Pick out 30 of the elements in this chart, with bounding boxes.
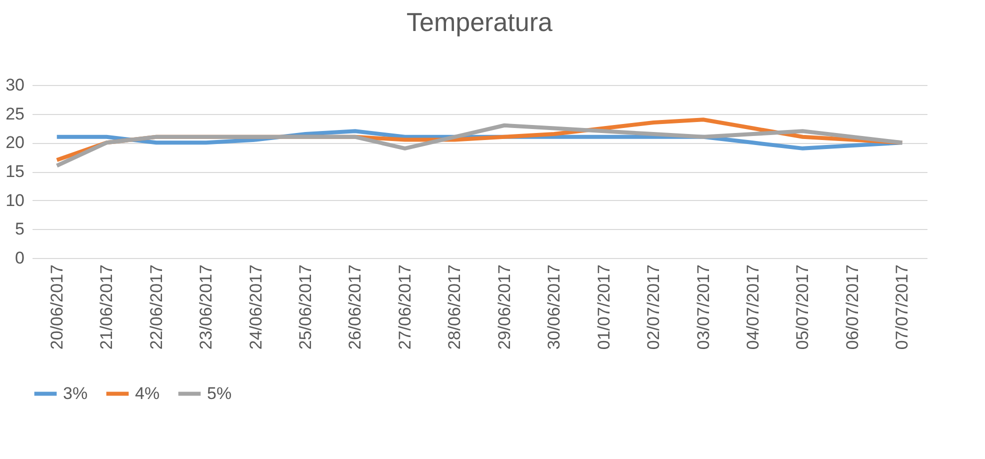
y-tick-label: 25 (6, 104, 24, 124)
x-tick-label: 05/07/2017 (793, 264, 812, 350)
x-tick-label: 26/06/2017 (346, 264, 365, 350)
y-tick-label: 0 (15, 248, 24, 268)
x-tick-label: 25/06/2017 (296, 264, 315, 350)
x-tick-label: 02/07/2017 (644, 264, 664, 350)
y-tick-label: 15 (6, 162, 24, 181)
x-tick-label: 24/06/2017 (246, 264, 266, 350)
x-tick-label: 06/07/2017 (842, 264, 862, 350)
chart-title: Temperatura (406, 7, 554, 37)
x-tick-label: 04/07/2017 (743, 264, 762, 350)
y-tick-label: 20 (6, 133, 24, 152)
x-tick-label: 07/07/2017 (892, 264, 912, 350)
x-tick-label: 03/07/2017 (694, 264, 713, 350)
line-series (54, 123, 904, 168)
y-tick-label: 5 (15, 220, 24, 239)
x-tick-label: 27/06/2017 (395, 264, 414, 350)
x-tick-label: 22/06/2017 (146, 264, 166, 350)
x-tick-label: 28/06/2017 (445, 264, 464, 350)
x-tick-label: 21/06/2017 (97, 264, 116, 350)
x-tick-label: 30/06/2017 (544, 264, 564, 350)
legend-label: 4% (135, 384, 160, 403)
y-tick-label: 10 (6, 190, 24, 210)
legend-label: 5% (207, 384, 232, 403)
legend-label: 3% (63, 384, 88, 403)
x-tick-label: 29/06/2017 (494, 264, 514, 350)
x-tick-label: 23/06/2017 (196, 264, 216, 350)
y-tick-label: 30 (6, 76, 24, 94)
x-tick-label: 01/07/2017 (594, 264, 614, 350)
x-tick-label: 20/06/2017 (47, 264, 66, 350)
